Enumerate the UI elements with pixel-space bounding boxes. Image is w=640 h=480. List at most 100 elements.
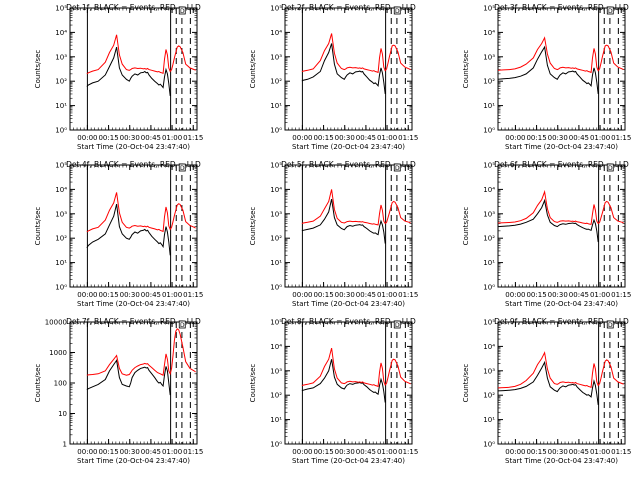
y-tick-label: 10¹ xyxy=(55,259,67,267)
interval-marker-box xyxy=(393,163,401,172)
x-tick-label: 00:30 xyxy=(548,134,568,142)
y-tick-label: 10¹ xyxy=(483,102,495,110)
series-line-lld xyxy=(497,351,624,389)
x-tick-label: 01:00 xyxy=(162,448,182,456)
y-tick-label: 10⁵ xyxy=(270,319,282,327)
y-tick-label: 10⁴ xyxy=(55,29,67,37)
x-tick-label: 00:45 xyxy=(141,291,161,299)
plot-frame xyxy=(69,321,198,445)
chart-panel-3: Det 3f, BLACK = Events, RED = LLD 10⁰ 10¹ 1… xyxy=(462,3,631,151)
x-tick-label: 00:00 xyxy=(77,291,97,299)
x-tick-label: 01:00 xyxy=(377,134,397,142)
y-tick-label: 10⁰ xyxy=(270,441,282,449)
series-line-lld xyxy=(301,189,411,226)
y-tick-label: 10³ xyxy=(483,53,495,61)
x-tick-label: 00:00 xyxy=(505,448,525,456)
interval-marker-label: D xyxy=(608,8,613,15)
x-tick-label: 00:15 xyxy=(98,291,118,299)
chart-panel-9: Det 9f, BLACK = Events, RED = LLD 10⁰ 10¹ 1… xyxy=(462,317,631,465)
y-tick-label: 10⁴ xyxy=(270,29,282,37)
x-tick-label: 00:15 xyxy=(526,291,546,299)
x-tick-label: 00:15 xyxy=(313,448,333,456)
x-tick-label: 00:00 xyxy=(505,291,525,299)
x-tick-label: 01:00 xyxy=(162,134,182,142)
x-axis-label: Start Time (20-Oct-04 23:47:40) xyxy=(505,300,618,308)
chart-panel-7: Det 7f, BLACK = Events, RED = LLD 1 10 100 1… xyxy=(34,317,203,465)
y-tick-label: 10¹ xyxy=(483,259,495,267)
x-tick-label: 00:45 xyxy=(141,134,161,142)
y-tick-label: 10³ xyxy=(55,53,67,61)
chart-panel-6: Det 6f, BLACK = Events, RED = LLD 10⁰ 10¹ 1… xyxy=(462,160,631,308)
y-tick-label: 10² xyxy=(55,235,67,243)
interval-marker-box xyxy=(393,6,401,15)
x-tick-label: 01:00 xyxy=(377,448,397,456)
x-tick-label: 00:45 xyxy=(569,134,589,142)
interval-marker-label: D xyxy=(395,322,400,329)
y-tick-label: 10¹ xyxy=(55,102,67,110)
series-line-lld xyxy=(301,347,411,388)
y-tick-label: 10² xyxy=(483,78,495,86)
interval-marker-label: D xyxy=(395,165,400,172)
interval-marker-label: D xyxy=(180,8,185,15)
x-tick-label: 01:15 xyxy=(183,448,203,456)
series-line-events xyxy=(86,203,171,256)
y-tick-label: 10⁰ xyxy=(483,441,495,449)
x-axis-label: Start Time (20-Oct-04 23:47:40) xyxy=(505,143,618,151)
y-tick-label: 10² xyxy=(483,392,495,400)
y-tick-label: 10⁵ xyxy=(483,319,495,327)
x-axis-label: Start Time (20-Oct-04 23:47:40) xyxy=(77,457,190,465)
y-tick-label: 10¹ xyxy=(270,259,282,267)
interval-marker-box xyxy=(178,163,186,172)
y-tick-label: 10000 xyxy=(45,319,67,327)
y-tick-label: 10² xyxy=(55,78,67,86)
y-tick-label: 10³ xyxy=(483,210,495,218)
y-axis-label: Counts/sec xyxy=(249,364,257,403)
chart-panel-1: Det 1f, BLACK = Events, RED = LLD 10⁰ 10¹ 1… xyxy=(34,3,203,151)
plot-frame xyxy=(497,7,626,131)
y-axis-label: Counts/sec xyxy=(249,50,257,89)
y-tick-label: 10⁴ xyxy=(55,186,67,194)
y-axis-label: Counts/sec xyxy=(249,207,257,246)
y-tick-label: 10¹ xyxy=(270,102,282,110)
chart-title: Det 8f, BLACK = Events, RED = LLD xyxy=(281,317,416,326)
interval-marker-label: D xyxy=(180,165,185,172)
x-tick-label: 00:00 xyxy=(77,134,97,142)
x-tick-label: 00:45 xyxy=(356,448,376,456)
y-tick-label: 10⁵ xyxy=(270,162,282,170)
y-tick-label: 10³ xyxy=(55,210,67,218)
x-tick-label: 00:15 xyxy=(98,448,118,456)
y-tick-label: 10⁰ xyxy=(270,127,282,135)
series-line-lld xyxy=(86,34,196,75)
x-tick-label: 00:45 xyxy=(569,291,589,299)
series-line-lld xyxy=(86,192,196,233)
interval-marker-box xyxy=(178,6,186,15)
plot-frame xyxy=(284,7,413,131)
x-tick-label: 01:00 xyxy=(590,448,610,456)
x-tick-label: 01:15 xyxy=(398,448,418,456)
interval-marker-label: D xyxy=(608,322,613,329)
series-line-events xyxy=(301,43,386,95)
x-tick-label: 00:30 xyxy=(335,448,355,456)
chart-title: Det 2f, BLACK = Events, RED = LLD xyxy=(281,3,416,12)
x-tick-label: 01:00 xyxy=(590,291,610,299)
y-tick-label: 10² xyxy=(270,392,282,400)
series-line-events xyxy=(86,359,171,396)
x-tick-label: 01:00 xyxy=(590,134,610,142)
chart-title: Det 9f, BLACK = Events, RED = LLD xyxy=(494,317,629,326)
x-tick-label: 01:00 xyxy=(377,291,397,299)
plot-frame xyxy=(497,164,626,288)
y-tick-label: 10⁰ xyxy=(55,284,67,292)
y-tick-label: 10⁰ xyxy=(483,127,495,135)
series-line-lld xyxy=(301,33,411,74)
y-tick-label: 10⁴ xyxy=(270,343,282,351)
y-tick-label: 10 xyxy=(58,410,67,418)
plot-frame xyxy=(497,321,626,445)
plot-frame xyxy=(284,321,413,445)
interval-marker-box xyxy=(606,163,614,172)
y-tick-label: 10⁰ xyxy=(483,284,495,292)
y-tick-label: 10⁴ xyxy=(483,29,495,37)
x-tick-label: 00:15 xyxy=(313,291,333,299)
y-tick-label: 10⁴ xyxy=(483,343,495,351)
x-axis-label: Start Time (20-Oct-04 23:47:40) xyxy=(292,457,405,465)
